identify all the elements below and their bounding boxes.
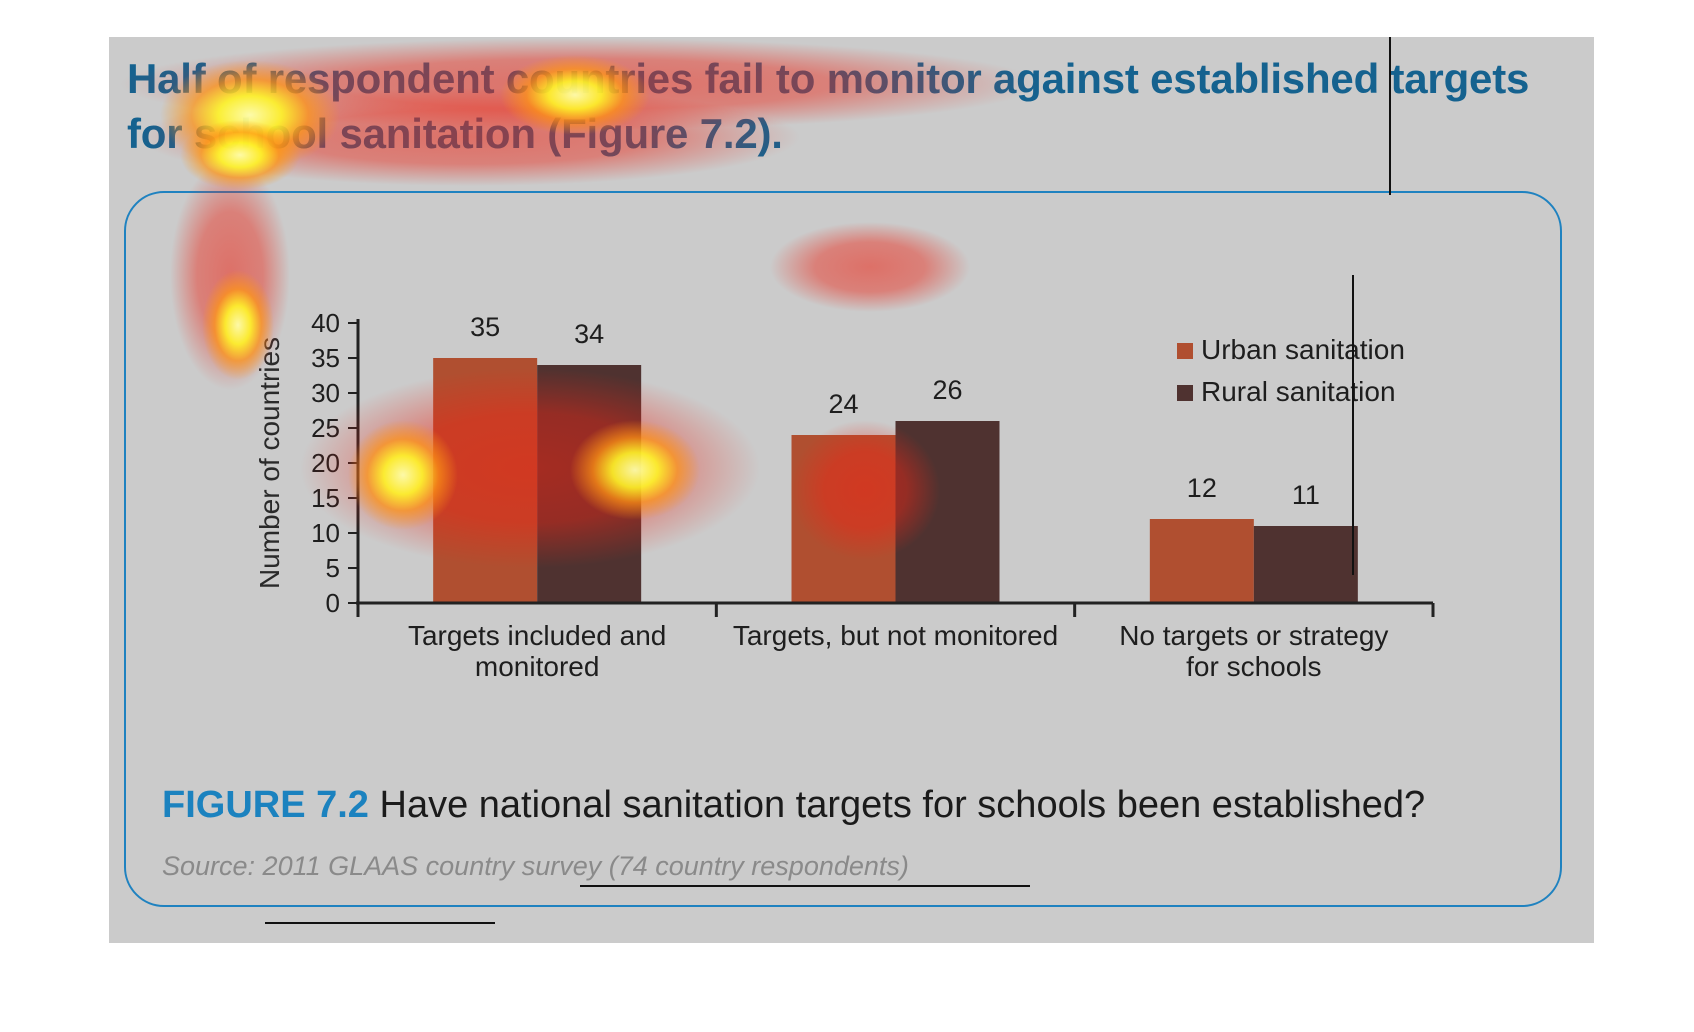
y-tick-label: 0 <box>326 588 340 618</box>
pen-stroke <box>265 922 495 924</box>
legend-label: Rural sanitation <box>1201 376 1396 407</box>
y-tick-label: 25 <box>311 413 340 443</box>
figure-caption: FIGURE 7.2 Have national sanitation targ… <box>162 784 1425 827</box>
data-label: 11 <box>1292 480 1320 510</box>
category-label: Targets included and <box>408 620 666 651</box>
data-label: 24 <box>828 389 858 419</box>
y-tick-label: 5 <box>326 553 340 583</box>
y-axis-label: Number of countries <box>254 337 285 589</box>
category-label: for schools <box>1186 651 1321 682</box>
bar-urban <box>1149 519 1254 602</box>
category-label: No targets or strategy <box>1119 620 1388 651</box>
data-label: 35 <box>470 312 500 342</box>
bar-rural <box>895 421 1000 602</box>
y-tick-label: 30 <box>311 378 340 408</box>
pen-stroke <box>580 885 1030 887</box>
category-label: monitored <box>475 651 600 682</box>
source-note: Source: 2011 GLAAS country survey (74 co… <box>162 851 909 881</box>
y-tick-label: 40 <box>311 308 340 338</box>
pen-stroke <box>1389 37 1391 195</box>
y-tick-label: 10 <box>311 518 340 548</box>
legend-swatch <box>1177 343 1193 359</box>
y-tick-label: 20 <box>311 448 340 478</box>
pen-stroke <box>1352 275 1354 575</box>
y-tick-label: 15 <box>311 483 340 513</box>
legend-label: Urban sanitation <box>1201 334 1405 365</box>
bar-urban <box>791 435 896 602</box>
figure-caption-text: Have national sanitation targets for sch… <box>379 784 1426 826</box>
figure-label: FIGURE 7.2 <box>162 784 369 826</box>
bar-rural <box>537 365 642 602</box>
y-tick-label: 35 <box>311 343 340 373</box>
figure-box <box>124 191 1562 907</box>
bar-chart: Number of countries 0 5 10 15 20 25 30 35 40 35 34 T… <box>254 308 1435 682</box>
bar-urban <box>433 358 538 602</box>
slide: Half of respondent countries fail to mon… <box>109 37 1594 943</box>
legend-swatch <box>1177 385 1193 401</box>
category-label: Targets, but not monitored <box>733 620 1058 651</box>
data-label: 12 <box>1187 473 1217 503</box>
data-label: 26 <box>932 375 962 405</box>
bar-rural <box>1253 526 1358 602</box>
data-label: 34 <box>574 319 604 349</box>
